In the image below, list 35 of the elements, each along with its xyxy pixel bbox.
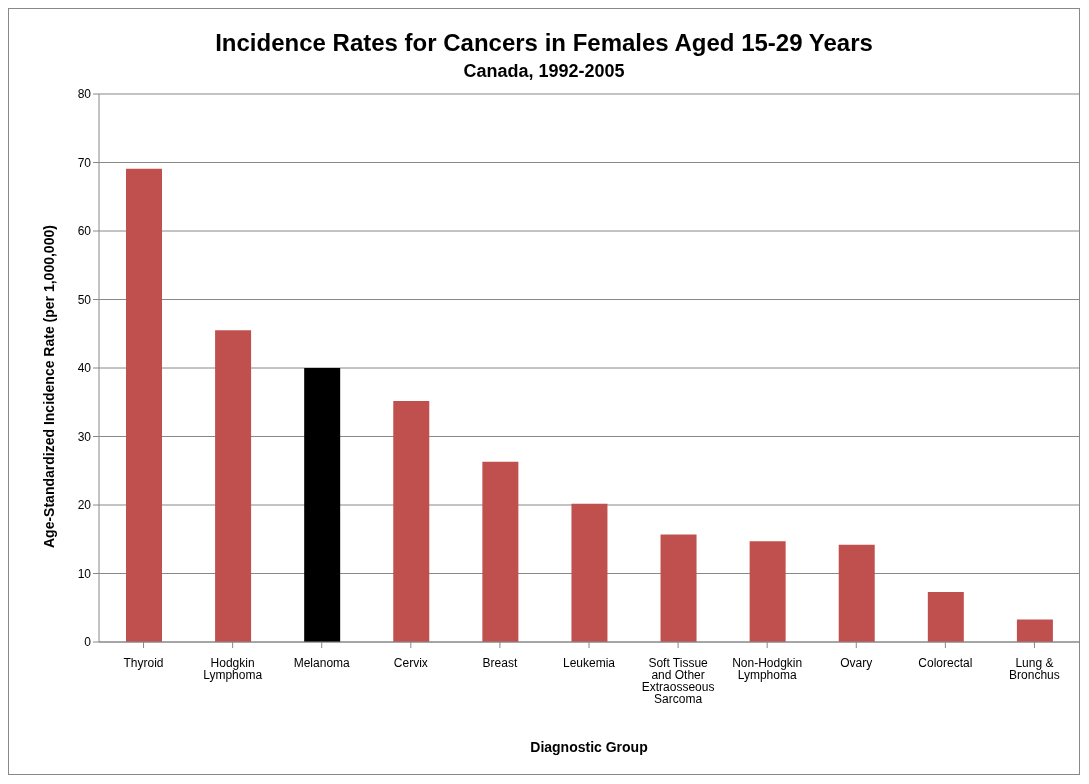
x-tick-label: Hodgkin Lymphoma [203, 655, 263, 682]
y-tick-label: 30 [77, 429, 92, 444]
chart-subtitle: Canada, 1992-2005 [462, 61, 626, 82]
x-tick-label: Melanoma [293, 655, 351, 670]
bar [571, 503, 608, 642]
y-tick-label: 10 [77, 566, 92, 581]
x-tick-label: Leukemia [562, 655, 616, 670]
y-tick-label: 80 [77, 87, 92, 102]
x-tick-label: Colorectal [918, 655, 973, 670]
y-tick-label: 0 [84, 635, 92, 650]
x-tick-label: Soft Tissue and Other Extraosseous Sarcoma [641, 655, 715, 706]
bar [660, 534, 697, 642]
x-tick-label: Cervix [393, 655, 428, 670]
x-tick-label: Lung & Bronchus [1009, 655, 1060, 682]
y-tick-label: 50 [77, 292, 92, 307]
x-tick-label: Breast [482, 655, 518, 670]
y-tick-label: 60 [77, 224, 92, 239]
y-tick-label: 40 [77, 361, 92, 376]
x-tick-label: Thyroid [123, 655, 164, 670]
bar [927, 592, 964, 642]
bar [482, 461, 519, 642]
bar [215, 330, 252, 642]
x-tick-label: Non-Hodgkin Lymphoma [732, 655, 803, 682]
y-tick-label: 70 [77, 155, 92, 170]
bar [1016, 619, 1053, 642]
bar [749, 541, 786, 642]
x-tick-label: Ovary [840, 655, 873, 670]
x-axis-title: Diagnostic Group [530, 739, 648, 755]
bar [304, 368, 341, 642]
bar [126, 168, 162, 642]
bar [393, 400, 430, 642]
chart-title: Incidence Rates for Cancers in Females Aged 15-29 Years [214, 29, 874, 57]
y-tick-label: 20 [77, 498, 92, 513]
bar [838, 544, 875, 642]
y-axis-title: Age-Standardized Incidence Rate (per 1,000,000) [40, 225, 57, 548]
